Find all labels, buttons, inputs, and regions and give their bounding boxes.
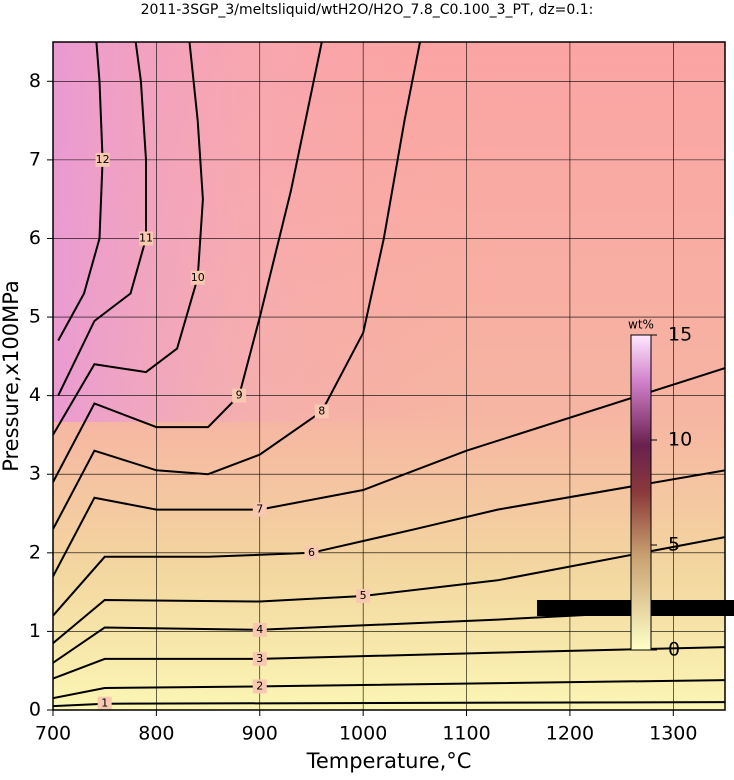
contour-line [57,42,104,342]
contour-label-bg [252,679,267,694]
y-tick-label: 1 [29,620,41,642]
contour-label: 4 [256,623,263,636]
y-tick-label: 3 [29,463,41,485]
contour-line [53,42,323,483]
x-tick-label: 1200 [546,723,594,745]
y-tick-label: 5 [29,306,41,328]
colorbar-tick-label: 5 [668,534,680,556]
contour-label-bg [252,622,267,637]
contour-label: 1 [101,697,108,710]
x-tick-label: 1000 [339,723,387,745]
contour-line [53,42,204,436]
contour-line [53,42,421,530]
contour-label-bg [190,270,205,285]
contour-label-bg [232,388,247,403]
y-tick-label: 4 [29,384,41,406]
colorbar-tick-label: 10 [668,429,692,451]
contour-label: 7 [256,503,263,516]
y-tick-label: 8 [29,70,41,92]
contour-line [53,679,725,700]
contour-label: 8 [318,404,325,417]
x-tick-label: 1300 [649,723,697,745]
y-tick-label: 2 [29,541,41,563]
colorbar-tick-label: 15 [668,324,692,346]
contour-label-bg [95,152,110,167]
chart-title: 2011-3SGP_3/meltsliquid/wtH2O/H2O_7.8_C0… [141,2,594,18]
contour-line [53,536,725,644]
contour-label-bg [139,231,154,246]
contour-label: 12 [96,153,110,166]
contour-label-bg [97,696,112,710]
contour-label-bg [314,404,329,419]
contour-label: 10 [191,271,205,284]
y-tick-label: 7 [29,148,41,170]
contour-label-bg [252,502,267,517]
y-tick-label: 6 [29,227,41,249]
contour-label-bg [356,589,371,604]
x-tick-label: 900 [242,723,278,745]
x-axis-label: Temperature,°C [306,749,472,773]
contour-label: 3 [256,652,263,665]
colorbar-tick-label: 0 [668,639,680,661]
contour-label-bg [304,545,319,560]
contour-label: 9 [236,389,243,402]
x-tick-label: 700 [35,723,71,745]
colorbar-label: wt% [628,318,654,332]
contour-label: 5 [360,589,367,602]
contour-label: 2 [256,679,263,692]
y-axis-label: Pressure,x100MPa [0,280,23,472]
x-tick-label: 1100 [442,723,490,745]
contour-label: 6 [308,546,315,559]
plot-frame [52,41,726,711]
contour-label: 11 [139,231,153,244]
y-tick-label: 0 [29,699,41,721]
contour-label-bg [252,651,267,666]
x-tick-label: 800 [138,723,174,745]
colorbar [630,334,652,651]
